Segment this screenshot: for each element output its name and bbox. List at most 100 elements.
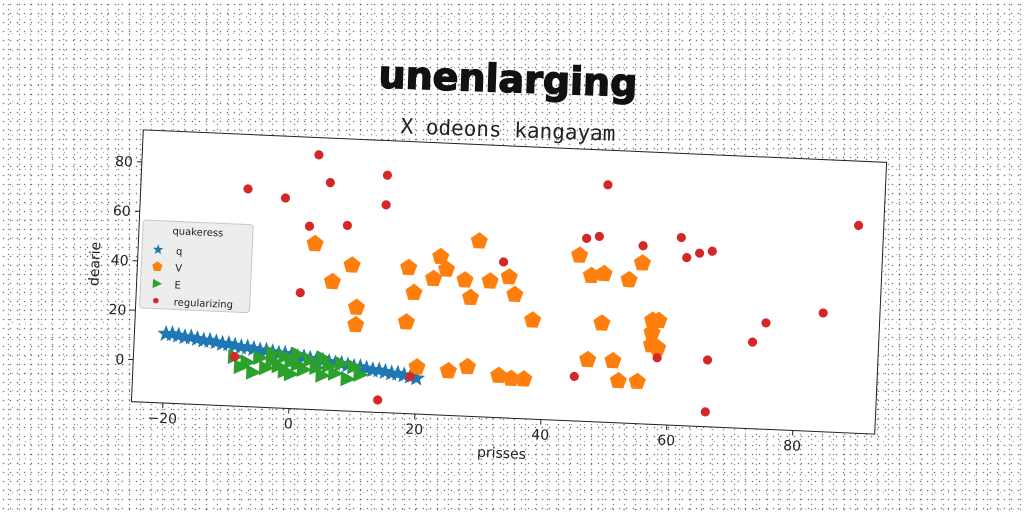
data-point-triangle [316, 350, 332, 366]
data-point-pentagon [571, 246, 589, 263]
data-point-pentagon [502, 369, 520, 387]
data-point-circle [498, 257, 509, 267]
legend-box [139, 219, 254, 314]
data-point-triangle [283, 366, 300, 382]
x-tick-label: 0 [283, 416, 293, 432]
series-3 [229, 150, 864, 417]
data-point-pentagon [604, 351, 622, 369]
data-point-circle [676, 232, 686, 243]
y-axis-label: dearie [86, 241, 104, 286]
data-point-pentagon [506, 285, 524, 303]
data-point-triangle [334, 355, 351, 372]
data-point-pentagon [347, 298, 366, 315]
y-tick-label: 60 [113, 203, 132, 220]
data-point-circle [638, 241, 648, 251]
data-point-circle [694, 248, 705, 258]
data-point-triangle [265, 345, 282, 361]
x-tick-label: 60 [657, 433, 676, 450]
data-point-triangle [296, 361, 313, 377]
chart-subtitle: X odeons kangayam [400, 114, 616, 145]
legend-label: E [174, 280, 181, 291]
data-point-star [382, 364, 401, 381]
data-point-pentagon [397, 313, 415, 330]
legend-marker [152, 278, 162, 289]
data-point-pentagon [347, 315, 365, 333]
legend-label: regularizing [174, 297, 234, 311]
data-point-pentagon [500, 268, 518, 285]
data-point-circle [682, 252, 692, 263]
data-point-circle [747, 337, 758, 347]
data-point-pentagon [643, 323, 661, 341]
data-point-pentagon [462, 288, 480, 306]
data-point-triangle [340, 370, 356, 387]
data-point-pentagon [481, 272, 499, 289]
legend-title: quakeress [172, 226, 223, 239]
data-point-pentagon [306, 234, 324, 252]
data-point-circle [325, 178, 335, 188]
data-point-pentagon [609, 371, 628, 389]
x-tick-label: −20 [147, 410, 177, 427]
data-point-triangle [327, 365, 344, 381]
data-point-circle [229, 352, 239, 362]
data-point-star [232, 338, 250, 355]
data-point-circle [342, 220, 352, 231]
data-point-pentagon [628, 372, 646, 390]
data-point-pentagon [400, 258, 418, 276]
legend-marker [152, 261, 163, 272]
data-point-circle [853, 220, 864, 231]
axis-ticks: −20 0 20 40 60 80 0 20 40 60 80 [108, 154, 802, 455]
x-tick-label: 40 [531, 427, 550, 444]
data-point-star [364, 361, 382, 378]
legend-label: V [175, 263, 182, 274]
data-point-star [213, 334, 231, 352]
data-point-triangle [252, 349, 269, 366]
y-tick-label: 0 [115, 352, 125, 368]
legend-marker [152, 244, 164, 255]
data-point-circle [382, 170, 393, 180]
data-marks [157, 150, 864, 417]
data-point-triangle [309, 359, 325, 375]
data-point-pentagon [439, 361, 457, 379]
data-point-circle [569, 371, 579, 382]
data-point-pentagon [524, 311, 542, 328]
data-point-pentagon [405, 283, 423, 301]
data-point-star [195, 331, 213, 348]
data-point-circle [652, 353, 662, 363]
data-point-pentagon [343, 256, 361, 273]
data-point-pentagon [470, 232, 488, 249]
data-point-pentagon [456, 271, 474, 288]
data-point-circle [314, 150, 324, 160]
data-point-circle [295, 288, 305, 298]
data-point-pentagon [633, 254, 652, 271]
y-tick-label: 20 [108, 302, 127, 319]
data-point-circle [761, 318, 771, 328]
data-point-pentagon [593, 314, 611, 331]
x-tick-label: 80 [783, 438, 802, 455]
data-point-star [176, 328, 194, 345]
chart-title: unenlarging [378, 52, 638, 105]
x-tick-label: 20 [405, 422, 424, 439]
data-point-circle [582, 233, 592, 243]
data-point-triangle [347, 358, 363, 375]
data-point-triangle [240, 354, 256, 370]
data-point-pentagon [650, 311, 668, 329]
legend-label: q [176, 246, 183, 257]
y-tick-label: 80 [115, 154, 134, 171]
data-point-pentagon [438, 260, 456, 277]
data-point-circle [405, 372, 415, 382]
data-point-circle [702, 355, 713, 365]
data-point-circle [304, 221, 315, 231]
data-point-triangle [290, 346, 307, 362]
data-point-pentagon [620, 270, 638, 288]
data-point-circle [381, 200, 391, 210]
data-point-triangle [322, 357, 338, 374]
data-point-triangle [245, 364, 262, 380]
data-point-pentagon [595, 264, 613, 282]
y-tick-label: 40 [110, 253, 129, 270]
data-point-pentagon [425, 269, 443, 287]
data-point-circle [818, 308, 828, 318]
data-point-triangle [353, 366, 369, 382]
data-point-triangle [303, 352, 319, 368]
